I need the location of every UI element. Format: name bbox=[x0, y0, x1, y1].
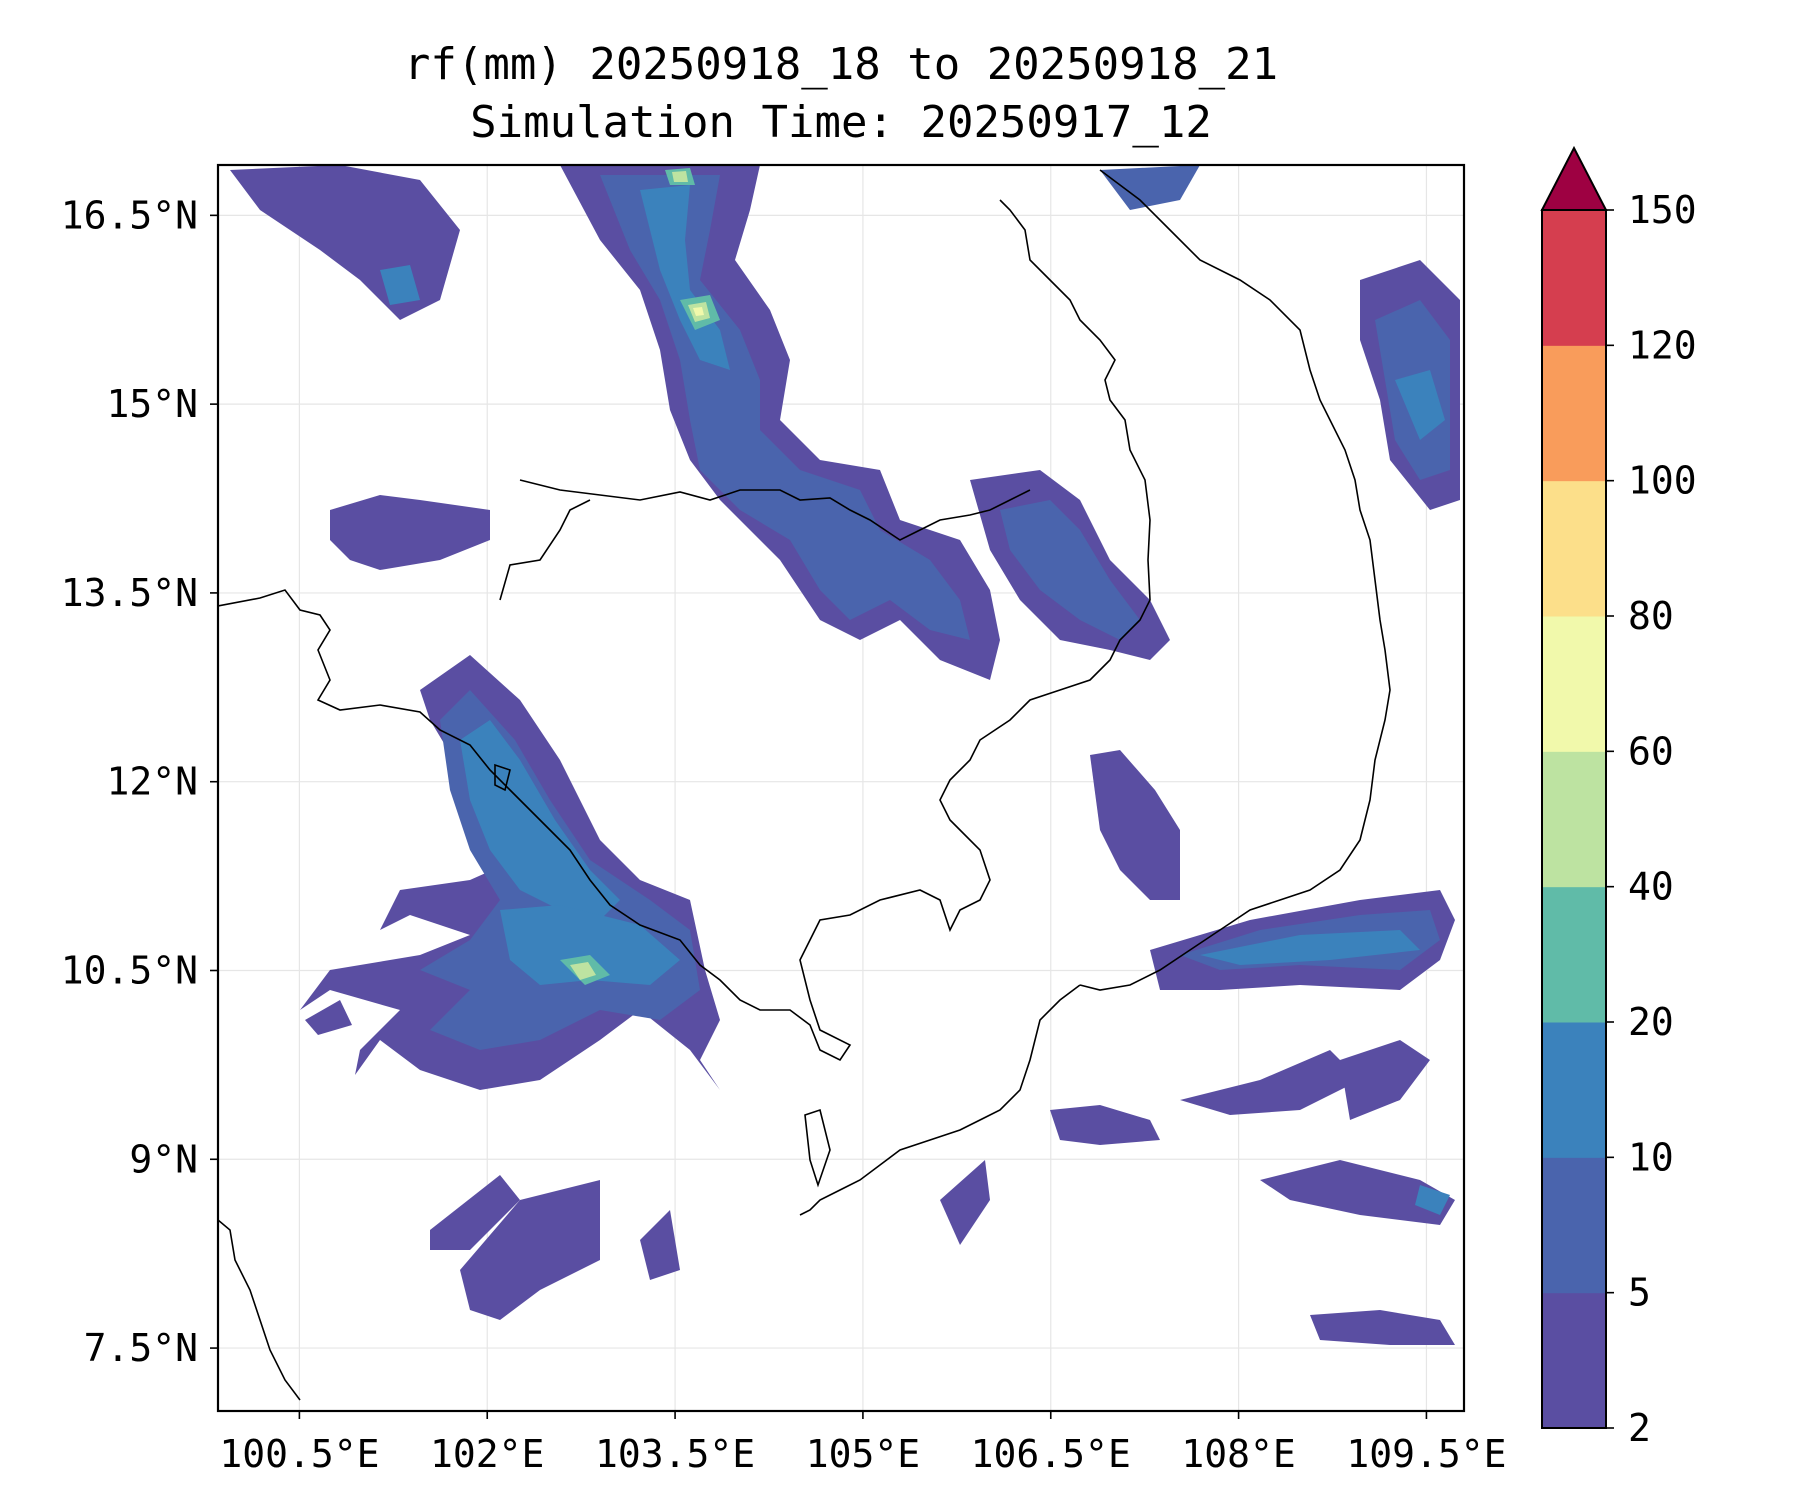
rain-area-nw-10 bbox=[380, 265, 420, 305]
rain-area-west-blob bbox=[305, 1000, 352, 1035]
map-background bbox=[218, 165, 1464, 1411]
chart-subtitle: Simulation Time: 20250917_12 bbox=[470, 97, 1212, 148]
rain-area-laos-40b bbox=[672, 171, 688, 182]
rainfall-contours bbox=[230, 165, 1460, 1345]
gulf-coast-west bbox=[218, 1219, 301, 1401]
lat-tick-label: 9°N bbox=[129, 1137, 198, 1181]
rain-area-highlands-5 bbox=[1000, 500, 1140, 640]
vietnam-coast bbox=[1079, 169, 1391, 991]
rain-area-laos-60 bbox=[693, 307, 704, 316]
rain-area-sea-east-10 bbox=[1200, 930, 1420, 965]
lon-tick-label: 109.5°E bbox=[1346, 1432, 1506, 1476]
colorbar-frame bbox=[1541, 209, 1607, 1429]
colorbar-tick-label: 20 bbox=[1628, 1000, 1674, 1044]
rain-area-south-1 bbox=[940, 1160, 990, 1245]
colorbar-segment bbox=[1542, 345, 1606, 482]
colorbar-segment bbox=[1542, 1292, 1606, 1429]
colorbar-tick-label: 80 bbox=[1628, 594, 1674, 638]
rain-area-south-sea-4 bbox=[1340, 1040, 1430, 1120]
colorbar-segment bbox=[1542, 210, 1606, 346]
colorbar-segment bbox=[1542, 1022, 1606, 1158]
lat-tick-label: 7.5°N bbox=[84, 1326, 198, 1370]
laos-thai-border bbox=[519, 479, 1031, 541]
lat-tick-label: 15°N bbox=[106, 382, 198, 426]
rain-area-south-sea-1 bbox=[1050, 1105, 1160, 1145]
coastlines-and-borders bbox=[218, 169, 1391, 1401]
chart-title: rf(mm) 20250918_18 to 20250918_21 bbox=[403, 39, 1279, 90]
colorbar-tick-label: 150 bbox=[1628, 188, 1697, 232]
rain-area-south-sea-3 bbox=[1260, 1160, 1455, 1225]
rain-area-laos-band-5 bbox=[600, 175, 970, 640]
lon-tick-label: 108°E bbox=[1181, 1432, 1295, 1476]
lat-tick-label: 16.5°N bbox=[61, 193, 198, 237]
colorbar-tick-label: 10 bbox=[1628, 1135, 1674, 1179]
lon-tick-label: 106.5°E bbox=[971, 1432, 1131, 1476]
lon-tick-label: 105°E bbox=[806, 1432, 920, 1476]
rain-area-east-cambodia bbox=[1090, 750, 1180, 900]
colorbar-tick-label: 120 bbox=[1628, 323, 1697, 367]
rain-area-ne-5 bbox=[1100, 165, 1200, 210]
colorbar-tick-label: 100 bbox=[1628, 459, 1697, 503]
lon-tick-label: 102°E bbox=[430, 1432, 544, 1476]
colorbar-segment bbox=[1542, 1157, 1606, 1294]
latitude-axis: 16.5°N 15°N 13.5°N 12°N 10.5°N 9°N 7.5°N bbox=[61, 193, 218, 1370]
lat-tick-label: 12°N bbox=[106, 760, 198, 804]
rain-area-southwest-2 bbox=[460, 1180, 600, 1320]
rain-area-south-10 bbox=[1415, 1185, 1450, 1215]
colorbar-extend-arrow bbox=[1540, 145, 1608, 211]
rain-area-southwest-1 bbox=[430, 1175, 520, 1250]
map-panel bbox=[216, 163, 1466, 1413]
colorbar: 2 5 10 20 40 60 80 100 120 150 bbox=[1540, 145, 1697, 1450]
rain-area-south-sea-2 bbox=[1180, 1050, 1360, 1115]
colorbar-segment bbox=[1542, 616, 1606, 752]
lat-tick-label: 13.5°N bbox=[61, 571, 198, 615]
rain-area-gulf-40 bbox=[570, 962, 596, 980]
colorbar-segment bbox=[1542, 751, 1606, 888]
lon-tick-label: 103.5°E bbox=[595, 1432, 755, 1476]
lon-tick-label: 100.5°E bbox=[219, 1432, 379, 1476]
mekong-delta-coast bbox=[799, 984, 1081, 1216]
colorbar-tick-label: 60 bbox=[1628, 729, 1674, 773]
island-koh-kong bbox=[494, 763, 511, 792]
rain-area-thai-blob bbox=[330, 495, 490, 570]
island-phu-quoc bbox=[804, 1108, 831, 1188]
colorbar-tick-label: 40 bbox=[1628, 865, 1674, 909]
rainfall-band-60-80 bbox=[693, 307, 704, 316]
colorbar-segment bbox=[1542, 886, 1606, 1023]
colorbar-tick-label: 5 bbox=[1628, 1271, 1651, 1315]
rain-area-coast-10 bbox=[1395, 370, 1445, 440]
map-frame bbox=[216, 163, 1466, 1413]
longitude-axis: 100.5°E 102°E 103.5°E 105°E 106.5°E 108°E 109.… bbox=[219, 1411, 1507, 1476]
colorbar-segment bbox=[1542, 480, 1606, 617]
cambodia-north-border bbox=[499, 499, 591, 601]
lat-tick-label: 10.5°N bbox=[61, 948, 198, 992]
rain-area-gulf-10b bbox=[500, 905, 680, 985]
rain-area-far-sw bbox=[1310, 1310, 1455, 1345]
rain-area-southwest-3 bbox=[640, 1210, 680, 1280]
colorbar-tick-label: 2 bbox=[1628, 1406, 1651, 1450]
thai-cambodia-border bbox=[218, 199, 1151, 1062]
